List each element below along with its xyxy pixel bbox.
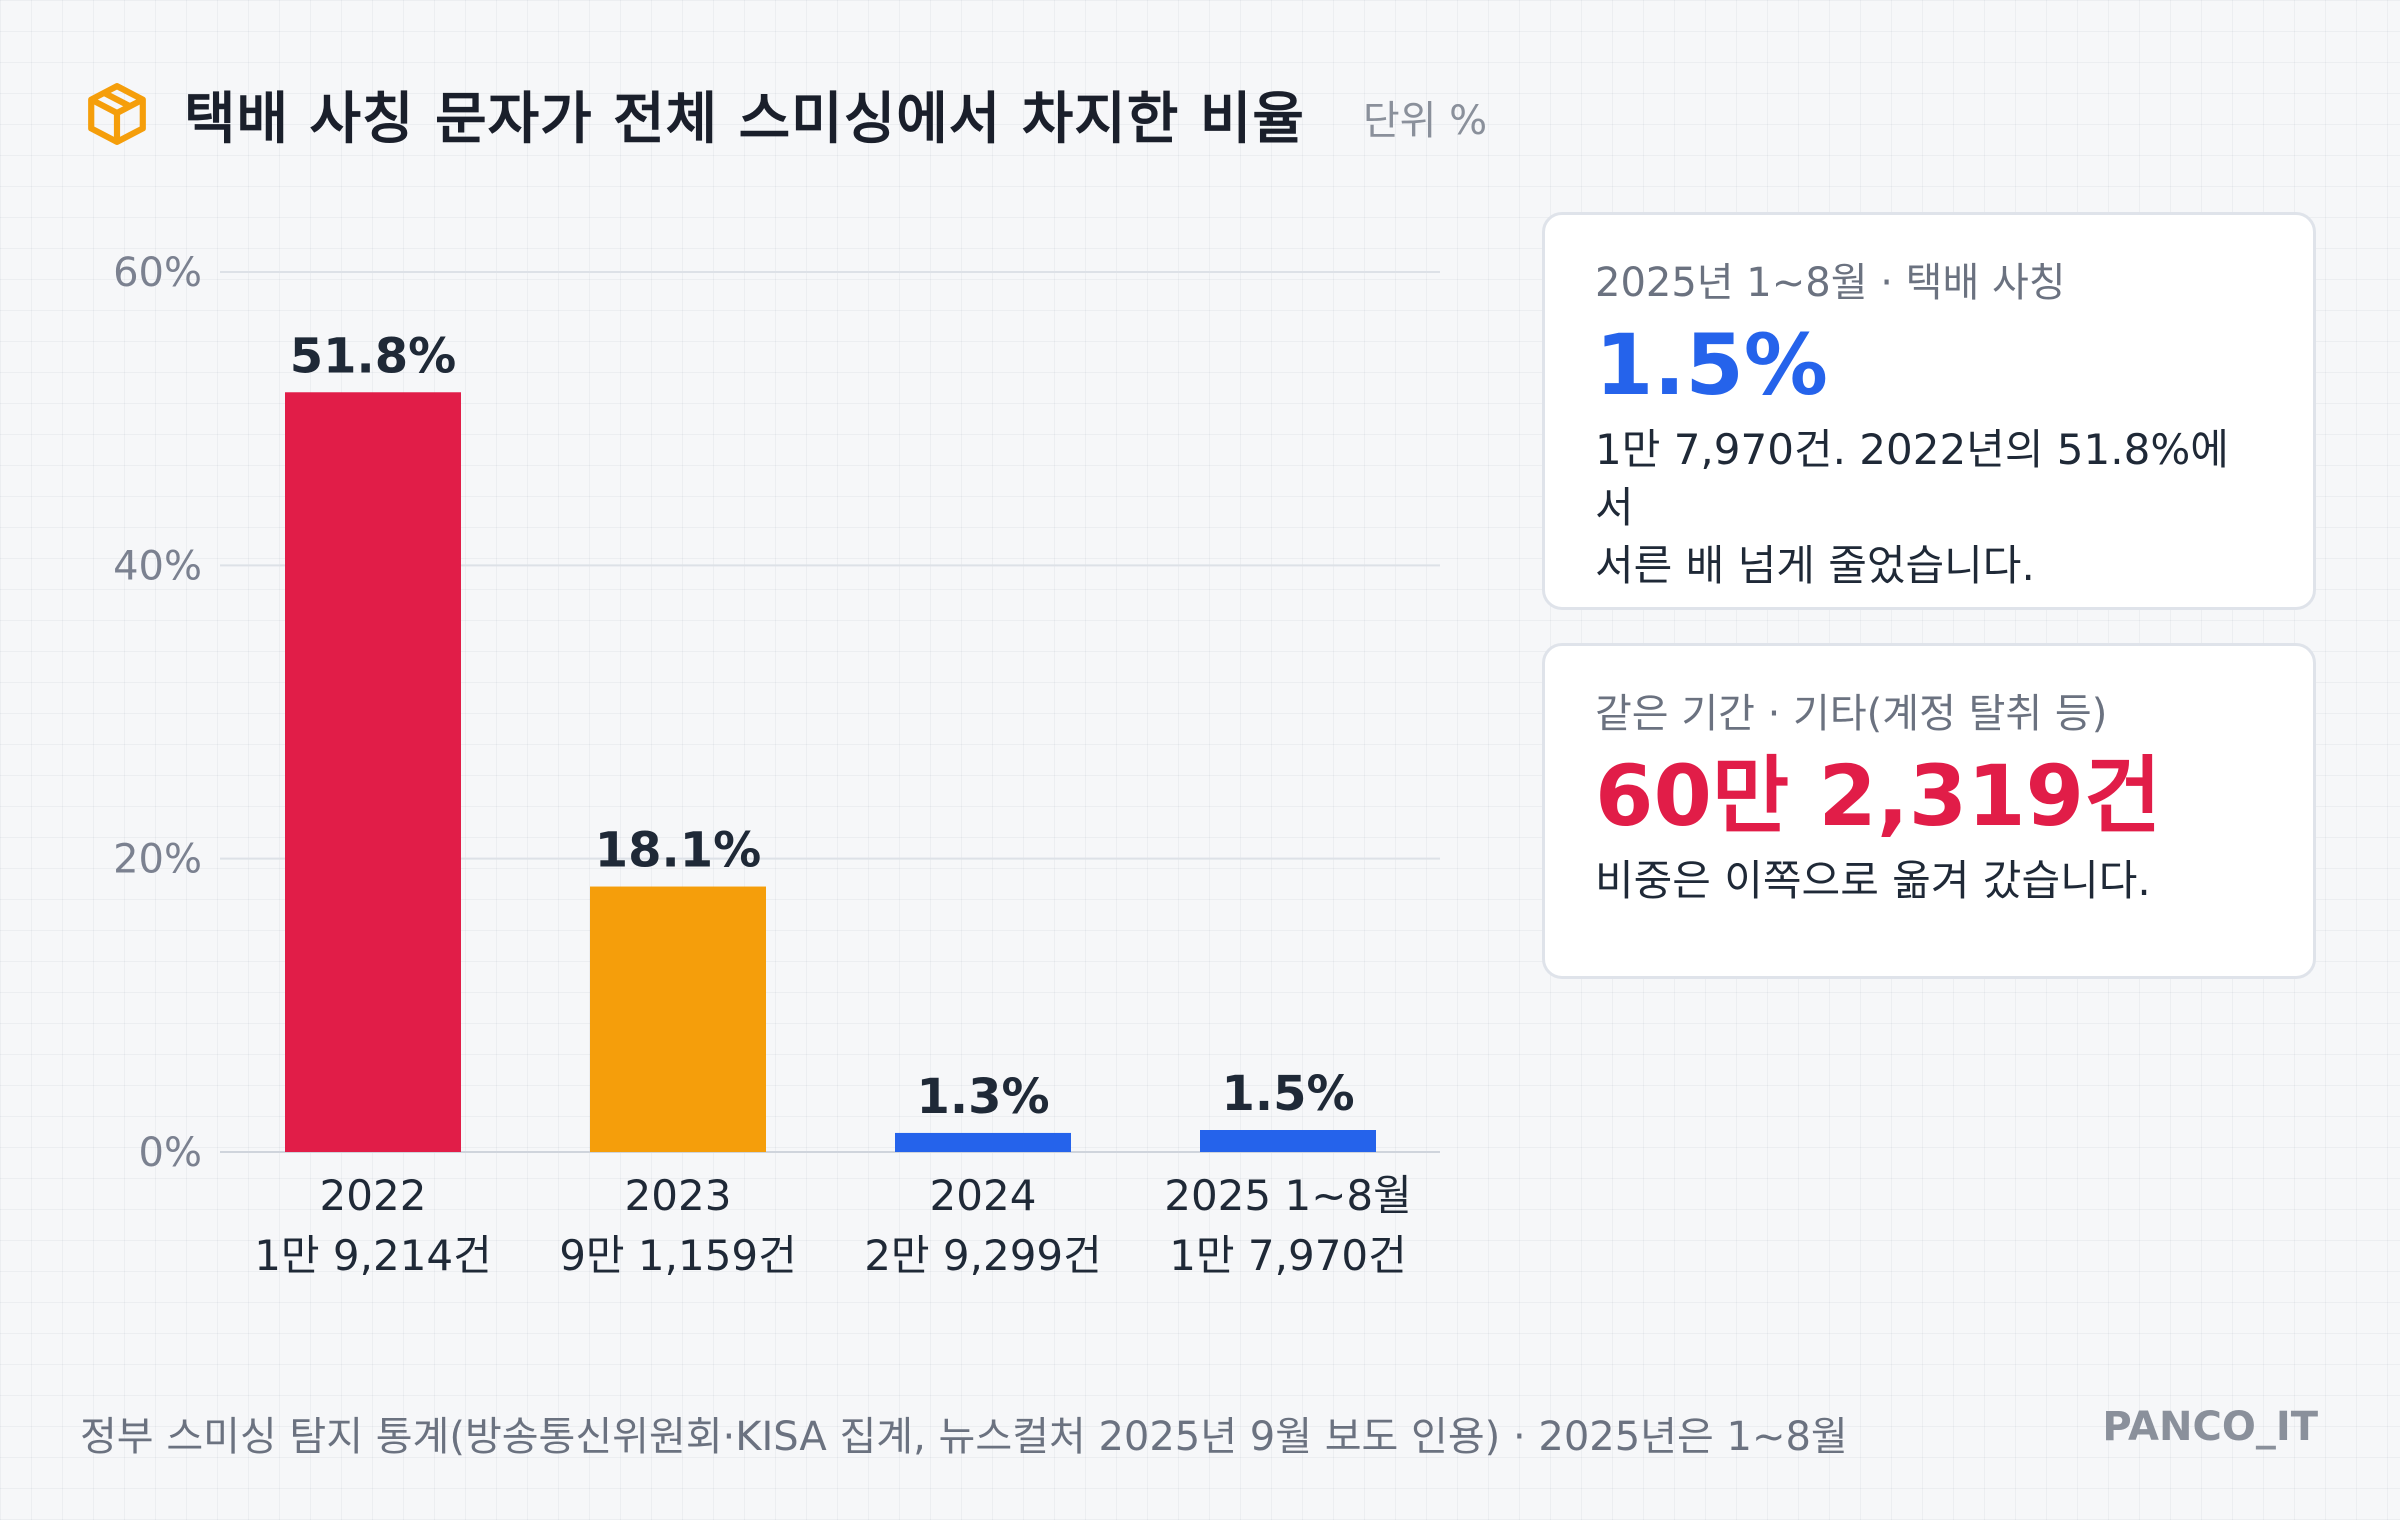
card-value: 60만 2,319건 — [1595, 747, 2162, 845]
card-description-line: 서른 배 넘게 줄었습니다. — [1595, 541, 2035, 590]
x-tick-label: 2025 1~8월 — [1164, 1171, 1412, 1220]
stat-card-other-smishing: 같은 기간 · 기타(계정 탈취 등) 60만 2,319건 비중은 이쪽으로 … — [1542, 643, 2316, 979]
x-tick-label: 2022 — [320, 1171, 427, 1220]
bar — [1200, 1130, 1376, 1152]
source-note: 정부 스미싱 탐지 통계(방송통신위원회·KISA 집계, 뉴스컬처 2025년… — [80, 1414, 1848, 1460]
y-tick-label: 60% — [113, 250, 202, 296]
chart-title: 택배 사칭 문자가 전체 스미싱에서 차지한 비율 — [184, 86, 1305, 152]
x-count-label: 1만 9,214건 — [254, 1231, 492, 1280]
chart-header: 택배 사칭 문자가 전체 스미싱에서 차지한 비율 단위 % — [84, 78, 1488, 152]
y-tick-label: 40% — [113, 543, 202, 589]
bar — [590, 886, 766, 1152]
y-tick-label: 0% — [139, 1130, 202, 1176]
bar-value-label: 1.5% — [1221, 1066, 1354, 1122]
y-tick-label: 20% — [113, 837, 202, 883]
x-count-label: 9만 1,159건 — [559, 1231, 797, 1280]
card-label: 2025년 1~8월 · 택배 사칭 — [1595, 260, 2066, 306]
x-count-label: 2만 9,299건 — [864, 1231, 1102, 1280]
brand-label: PANCO_IT — [2102, 1404, 2318, 1450]
card-value: 1.5% — [1595, 316, 1828, 414]
bar-value-label: 18.1% — [595, 823, 762, 879]
card-description: 비중은 이쪽으로 옮겨 갔습니다. — [1595, 852, 2263, 910]
bar — [285, 392, 461, 1152]
card-description: 1만 7,970건. 2022년의 51.8%에서 서른 배 넘게 줄었습니다. — [1595, 421, 2263, 595]
package-box-icon — [88, 83, 146, 145]
stat-card-parcel-2025: 2025년 1~8월 · 택배 사칭 1.5% 1만 7,970건. 2022년… — [1542, 212, 2316, 610]
x-count-label: 1만 7,970건 — [1169, 1231, 1407, 1280]
unit-label: 단위 % — [1362, 98, 1488, 144]
bar — [895, 1132, 1071, 1152]
bar-value-label: 1.3% — [916, 1069, 1049, 1125]
bar-chart: 0% 20% 40% 60% 51.8% 2022 1만 9,214건 18.1% 2023 9만… — [113, 250, 1440, 1280]
card-label: 같은 기간 · 기타(계정 탈취 등) — [1595, 691, 2108, 737]
bar-value-label: 51.8% — [290, 328, 457, 384]
x-tick-label: 2023 — [625, 1171, 732, 1220]
card-description-line: 1만 7,970건. 2022년의 51.8%에서 — [1595, 425, 2229, 532]
card-description-line: 비중은 이쪽으로 옮겨 갔습니다. — [1595, 856, 2151, 905]
x-tick-label: 2024 — [930, 1171, 1037, 1220]
